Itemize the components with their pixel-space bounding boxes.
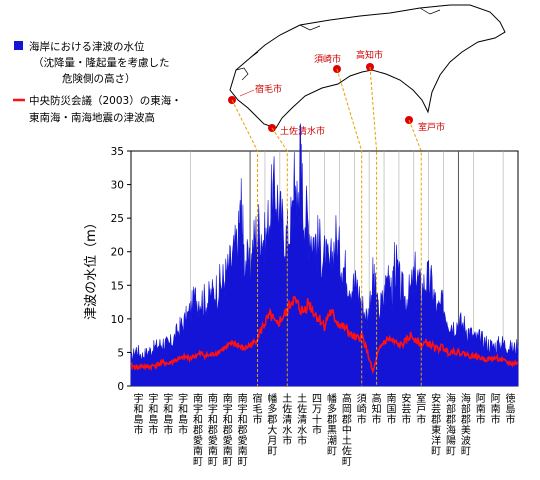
- y-tick-label: 35: [111, 146, 124, 158]
- city-label-susaki: 須崎市: [314, 53, 341, 65]
- map-coast-detail: [235, 7, 441, 81]
- map-connector-line: [336, 68, 363, 386]
- x-municipality-label: 海部郡美波町: [461, 392, 471, 458]
- series-red-line: [130, 295, 519, 375]
- x-municipality-label: 南宇和郡愛南町: [208, 392, 218, 468]
- city-label-sukumo: 宿毛市: [255, 83, 282, 95]
- legend-text-red-2: 東南海・南海地震の津波高: [29, 111, 155, 124]
- x-municipality-label: 土佐清水市: [282, 392, 292, 447]
- y-tick-label: 20: [111, 247, 124, 259]
- y-tick-label: 0: [117, 381, 124, 393]
- legend-text-blue-3: 危険側の高さ）: [62, 72, 136, 85]
- x-municipality-label: 宇和島市: [163, 392, 173, 437]
- x-municipality-label: 室戸市: [416, 392, 426, 426]
- x-municipality-label: 土佐清水市: [297, 392, 307, 447]
- x-municipality-label: 宿毛市: [253, 392, 263, 426]
- x-municipality-label: 高知市: [372, 392, 382, 426]
- map: 宿毛市 土佐清水市 須崎市 高知市 室戸市: [228, 4, 506, 137]
- x-municipality-label: 幡多郡黒潮町: [327, 392, 337, 458]
- y-tick-label: 30: [111, 180, 124, 192]
- legend-text-blue-2: （沈降量・隆起量を考慮した: [33, 56, 170, 69]
- x-municipality-label: 高岡郡中土佐町: [342, 392, 352, 468]
- x-municipality-label: 海部郡海陽町: [446, 392, 456, 458]
- x-municipality-label: 四万十市: [312, 394, 322, 437]
- y-axis-label: 津波の水位（m）: [84, 216, 99, 320]
- map-connector-line: [408, 119, 422, 386]
- legend-swatch-blue: [14, 41, 23, 50]
- city-label-kochi: 高知市: [356, 49, 383, 61]
- x-municipality-label: 安芸郡東洋町: [431, 392, 441, 458]
- map-connector-line: [231, 99, 259, 386]
- y-tick-label: 25: [111, 213, 124, 225]
- y-tick-label: 15: [111, 280, 124, 292]
- x-municipality-label: 宇和島市: [178, 392, 188, 437]
- y-tick-label: 5: [117, 347, 124, 359]
- x-municipality-label: 南宇和郡愛南町: [238, 392, 248, 468]
- x-municipality-label: 南宇和郡愛南町: [193, 392, 203, 468]
- legend-text-red-1: 中央防災会議（2003）の東海・: [29, 94, 182, 107]
- x-municipality-label: 南国市: [386, 392, 396, 426]
- map-connector-line: [369, 66, 378, 386]
- x-municipality-label: 宇和島市: [133, 392, 143, 437]
- x-municipality-label: 宇和島市: [148, 392, 158, 437]
- city-label-tosashimizu: 土佐清水市: [280, 125, 325, 137]
- x-municipality-label: 阿南市: [476, 393, 486, 426]
- legend: 海岸における津波の水位 （沈降量・隆起量を考慮した 危険側の高さ） 中央防災会議…: [13, 40, 182, 124]
- x-municipality-label: 幡多郡大月町: [267, 392, 277, 458]
- y-axis-ticks: 0 5 10 15 20 25 30 35: [111, 146, 131, 393]
- map-connectors: [231, 66, 422, 386]
- x-axis-municipality-labels: 宇和島市宇和島市宇和島市宇和島市南宇和郡愛南町南宇和郡愛南町南宇和郡愛南町南宇和…: [133, 392, 515, 468]
- x-municipality-label: 南宇和郡愛南町: [223, 392, 233, 468]
- x-municipality-label: 安芸市: [401, 392, 411, 426]
- x-municipality-label: 須崎市: [357, 393, 367, 426]
- city-label-muroto: 室戸市: [418, 121, 445, 133]
- legend-text-blue-1: 海岸における津波の水位: [29, 40, 145, 53]
- map-connector-line: [271, 127, 288, 386]
- y-tick-label: 10: [111, 314, 124, 326]
- city-marker-tosashimizu: [268, 124, 276, 132]
- x-municipality-label: 阿南市: [491, 393, 501, 426]
- x-municipality-label: 徳島市: [506, 392, 516, 426]
